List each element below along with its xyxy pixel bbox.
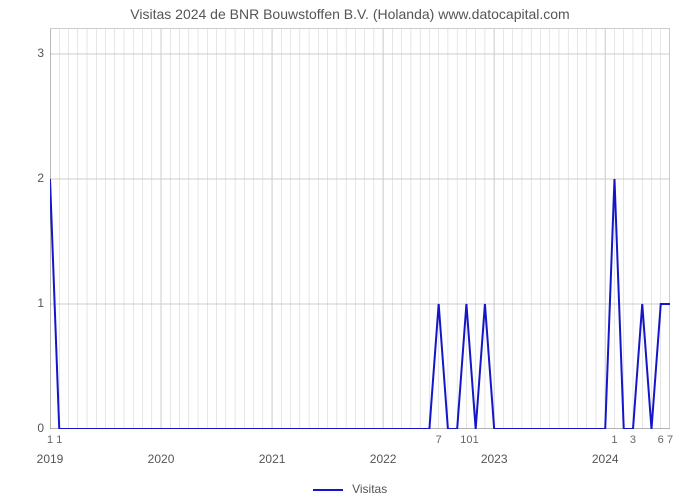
x-minor-label: 1 [611,434,617,446]
y-tick-label: 3 [14,46,44,60]
legend-swatch [313,489,343,491]
plot-area [50,28,670,428]
x-major-label: 2023 [481,452,508,466]
legend-label: Visitas [352,482,387,496]
legend: Visitas [0,482,700,496]
y-tick-label: 2 [14,171,44,185]
x-minor-label: 10 [460,434,472,446]
plot-svg [50,29,670,429]
chart-container: Visitas 2024 de BNR Bouwstoffen B.V. (Ho… [0,0,700,500]
x-major-label: 2021 [259,452,286,466]
x-major-label: 2020 [148,452,175,466]
x-minor-label: 1 [56,434,62,446]
y-tick-label: 1 [14,296,44,310]
x-minor-label: 1 [473,434,479,446]
x-major-label: 2024 [592,452,619,466]
chart-title: Visitas 2024 de BNR Bouwstoffen B.V. (Ho… [0,6,700,22]
x-minor-label: 3 [630,434,636,446]
x-minor-label: 6 [658,434,664,446]
x-minor-label: 1 [47,434,53,446]
x-minor-label: 7 [436,434,442,446]
x-minor-label: 7 [667,434,673,446]
x-major-label: 2022 [370,452,397,466]
y-tick-label: 0 [14,421,44,435]
x-major-label: 2019 [37,452,64,466]
